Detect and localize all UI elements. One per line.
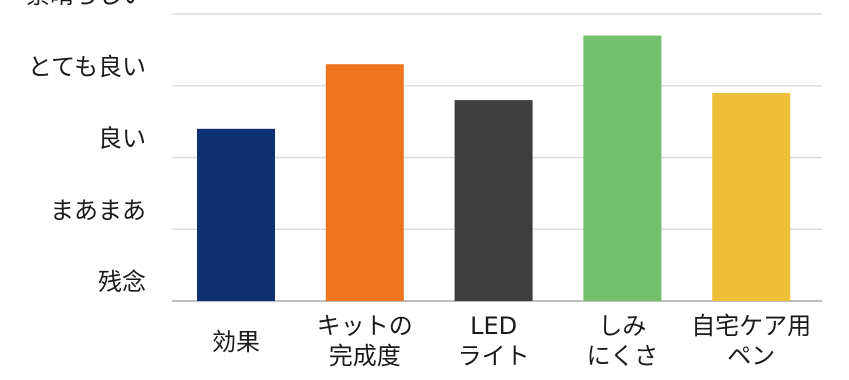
x-tick-label: 自宅ケア用ペン [691,312,811,370]
y-axis-tick-labels: 残念 まあまあ 良い とても良い 素晴らしい [26,0,146,296]
bar [454,100,533,301]
x-tick-label: LED ライト [458,312,530,370]
y-tick-label: 良い [98,125,146,153]
y-tick-label: 素晴らしい [26,0,146,9]
x-tick-label: 効果 [212,328,260,356]
bar [583,35,662,302]
y-tick-label: 残念 [98,268,146,296]
bar [712,92,791,301]
x-tick-label: しみにくさ [587,312,659,370]
bars [197,35,791,302]
bar [325,64,404,301]
bar [197,128,275,301]
y-tick-label: まあまあ [50,196,146,224]
x-tick-label: キットの完成度 [317,312,413,370]
y-tick-label: とても良い [28,53,146,81]
